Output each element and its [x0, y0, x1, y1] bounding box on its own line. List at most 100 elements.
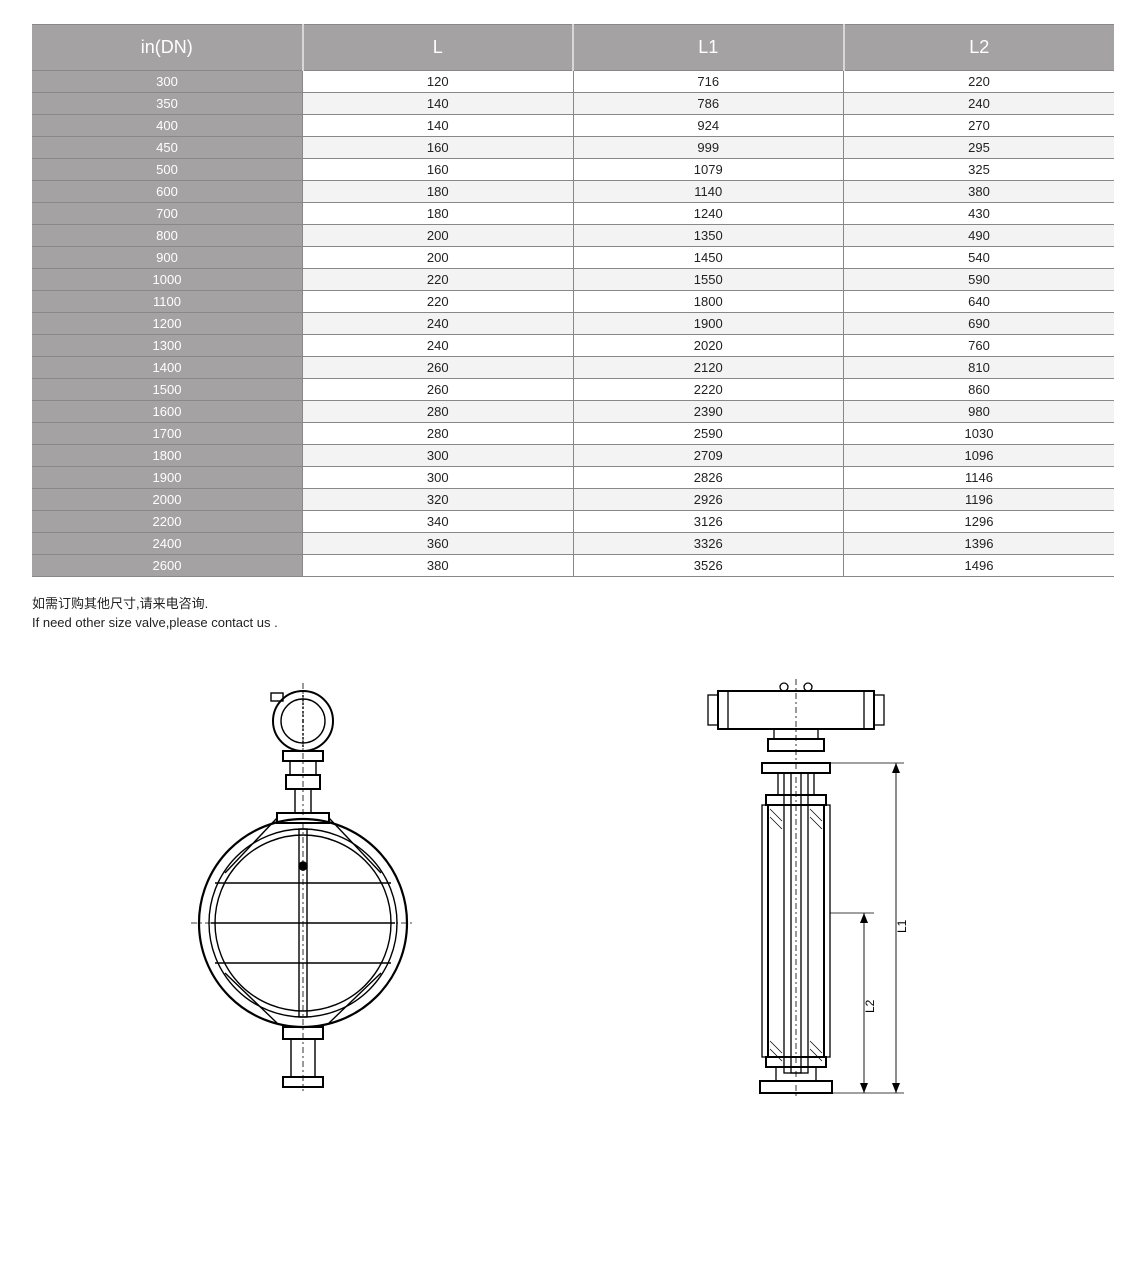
table-row: 180030027091096	[32, 445, 1114, 467]
cell-val: 160	[303, 159, 574, 181]
cell-val: 1296	[844, 511, 1115, 533]
cell-val: 1240	[573, 203, 844, 225]
table-row: 260038035261496	[32, 555, 1114, 577]
cell-dn: 300	[32, 71, 303, 93]
cell-dn: 400	[32, 115, 303, 137]
cell-val: 1800	[573, 291, 844, 313]
cell-dn: 1400	[32, 357, 303, 379]
cell-val: 3326	[573, 533, 844, 555]
table-row: 200032029261196	[32, 489, 1114, 511]
cell-val: 2926	[573, 489, 844, 511]
cell-val: 240	[844, 93, 1115, 115]
cell-dn: 450	[32, 137, 303, 159]
cell-val: 1146	[844, 467, 1115, 489]
cell-val: 325	[844, 159, 1115, 181]
cell-val: 1030	[844, 423, 1115, 445]
cell-val: 380	[303, 555, 574, 577]
cell-dn: 2600	[32, 555, 303, 577]
cell-val: 260	[303, 379, 574, 401]
table-row: 240036033261396	[32, 533, 1114, 555]
cell-val: 180	[303, 203, 574, 225]
table-row: 16002802390980	[32, 401, 1114, 423]
table-row: 220034031261296	[32, 511, 1114, 533]
col-l2: L2	[844, 25, 1115, 71]
cell-val: 240	[303, 313, 574, 335]
col-dn: in(DN)	[32, 25, 303, 71]
cell-val: 540	[844, 247, 1115, 269]
cell-val: 300	[303, 445, 574, 467]
cell-dn: 1200	[32, 313, 303, 335]
cell-val: 690	[844, 313, 1115, 335]
col-l: L	[303, 25, 574, 71]
cell-val: 280	[303, 423, 574, 445]
col-l1: L1	[573, 25, 844, 71]
cell-val: 380	[844, 181, 1115, 203]
table-row: 15002602220860	[32, 379, 1114, 401]
cell-val: 2590	[573, 423, 844, 445]
cell-val: 810	[844, 357, 1115, 379]
cell-val: 200	[303, 247, 574, 269]
table-row: 400140924270	[32, 115, 1114, 137]
cell-dn: 1600	[32, 401, 303, 423]
cell-val: 1196	[844, 489, 1115, 511]
cell-val: 2120	[573, 357, 844, 379]
table-row: 300120716220	[32, 71, 1114, 93]
cell-val: 1096	[844, 445, 1115, 467]
contact-note: 如需订购其他尺寸,请来电咨询. If need other size valve…	[32, 595, 1114, 633]
cell-val: 220	[303, 291, 574, 313]
cell-val: 260	[303, 357, 574, 379]
cell-val: 3526	[573, 555, 844, 577]
cell-dn: 350	[32, 93, 303, 115]
cell-val: 1496	[844, 555, 1115, 577]
table-row: 10002201550590	[32, 269, 1114, 291]
cell-val: 2220	[573, 379, 844, 401]
table-row: 350140786240	[32, 93, 1114, 115]
table-row: 8002001350490	[32, 225, 1114, 247]
cell-val: 980	[844, 401, 1115, 423]
cell-val: 140	[303, 93, 574, 115]
cell-val: 280	[303, 401, 574, 423]
cell-val: 786	[573, 93, 844, 115]
cell-val: 140	[303, 115, 574, 137]
table-row: 450160999295	[32, 137, 1114, 159]
table-row: 170028025901030	[32, 423, 1114, 445]
cell-val: 1396	[844, 533, 1115, 555]
cell-val: 590	[844, 269, 1115, 291]
cell-dn: 500	[32, 159, 303, 181]
cell-val: 716	[573, 71, 844, 93]
cell-val: 1350	[573, 225, 844, 247]
dim-label-l2: L2	[863, 999, 877, 1013]
cell-val: 3126	[573, 511, 844, 533]
cell-val: 240	[303, 335, 574, 357]
cell-val: 1140	[573, 181, 844, 203]
cell-val: 430	[844, 203, 1115, 225]
cell-val: 200	[303, 225, 574, 247]
cell-val: 220	[303, 269, 574, 291]
cell-val: 360	[303, 533, 574, 555]
cell-val: 2390	[573, 401, 844, 423]
valve-front-drawing	[173, 673, 433, 1093]
cell-val: 1550	[573, 269, 844, 291]
cell-val: 924	[573, 115, 844, 137]
cell-dn: 900	[32, 247, 303, 269]
cell-val: 1450	[573, 247, 844, 269]
cell-val: 160	[303, 137, 574, 159]
cell-dn: 600	[32, 181, 303, 203]
table-row: 13002402020760	[32, 335, 1114, 357]
cell-val: 640	[844, 291, 1115, 313]
cell-val: 999	[573, 137, 844, 159]
valve-side-drawing: L1 L2	[674, 673, 974, 1103]
cell-val: 220	[844, 71, 1115, 93]
cell-val: 120	[303, 71, 574, 93]
cell-val: 1900	[573, 313, 844, 335]
cell-val: 2709	[573, 445, 844, 467]
cell-dn: 1700	[32, 423, 303, 445]
table-row: 190030028261146	[32, 467, 1114, 489]
table-row: 11002201800640	[32, 291, 1114, 313]
note-zh: 如需订购其他尺寸,请来电咨询.	[32, 595, 1114, 614]
cell-val: 1079	[573, 159, 844, 181]
cell-val: 2020	[573, 335, 844, 357]
cell-dn: 1800	[32, 445, 303, 467]
cell-val: 490	[844, 225, 1115, 247]
cell-val: 300	[303, 467, 574, 489]
